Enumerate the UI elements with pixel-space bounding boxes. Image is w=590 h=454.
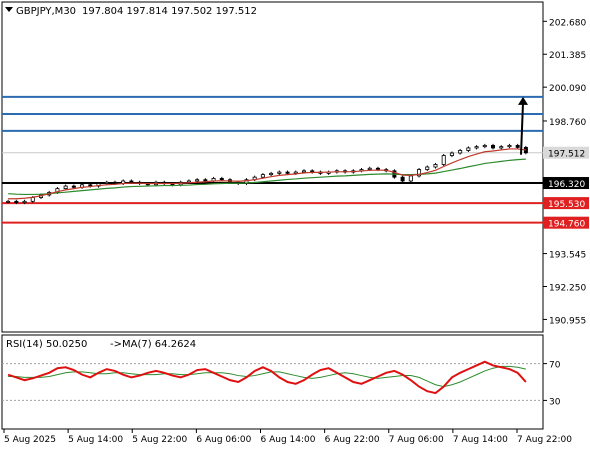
candle-body-52 [433, 164, 438, 168]
time-tick-label-2: 5 Aug 22:00 [132, 435, 187, 445]
price-badge-label-5: 196.320 [548, 180, 585, 190]
candle-body-55 [458, 150, 463, 154]
candle-body-48 [400, 176, 405, 182]
time-tick-label-3: 6 Aug 06:00 [196, 435, 251, 445]
candle-body-24 [203, 179, 208, 182]
time-axis[interactable]: 5 Aug 2025 5 Aug 14:00 5 Aug 22:00 6 Aug 06… [3, 429, 572, 445]
price-axis[interactable]: 202.680 201.385 200.090 198.760 197.512 196.3… [543, 18, 589, 326]
price-badge-4 [543, 146, 589, 159]
time-tick-label-4: 6 Aug 14:00 [261, 435, 316, 445]
projection-arrow-head [518, 96, 528, 105]
candle-body-56 [466, 147, 471, 151]
candle-body-45 [375, 167, 380, 170]
rsi-tick-label-0: 70 [549, 361, 561, 371]
ma-layer [8, 148, 526, 200]
candle-body-7 [63, 185, 68, 190]
candle-body-61 [507, 144, 512, 148]
candle-body-8 [71, 185, 76, 188]
candle-body-26 [219, 178, 224, 181]
price-tick-label-2: 200.090 [549, 84, 586, 94]
price-badge-label-4: 197.512 [548, 150, 585, 160]
rsi-ma-line [8, 365, 526, 388]
candle-body-15 [129, 180, 134, 183]
price-badge-7 [543, 216, 589, 229]
rsi-tick-label-1: 30 [549, 397, 561, 407]
candle-body-54 [449, 152, 454, 156]
price-badge-label-6: 195.530 [548, 200, 585, 210]
rsi-panel-frame [1, 334, 544, 430]
candle-body-36 [301, 170, 306, 173]
price-badge-label-7: 194.760 [548, 220, 585, 230]
price-tick-label-9: 192.250 [549, 284, 586, 294]
candle-body-13 [112, 181, 117, 184]
time-tick-label-8: 7 Aug 22:00 [517, 435, 572, 445]
candle-body-59 [491, 144, 496, 149]
price-badge-5 [543, 177, 589, 190]
symbol-label: GBPJPY,M30 [16, 6, 76, 17]
time-tick-label-5: 6 Aug 22:00 [325, 435, 380, 445]
price-tick-label-10: 190.955 [549, 316, 586, 326]
candle-body-58 [482, 144, 487, 148]
price-tick-label-8: 193.545 [549, 251, 586, 261]
price-tick-label-1: 201.385 [549, 51, 586, 61]
price-tick-label-3: 198.760 [549, 118, 586, 128]
arrow-layer [518, 96, 528, 155]
time-tick-label-6: 7 Aug 06:00 [389, 435, 444, 445]
candle-body-3 [30, 197, 35, 202]
time-tick-label-1: 5 Aug 14:00 [68, 435, 123, 445]
collapse-triangle-icon[interactable] [5, 7, 13, 12]
candle-body-31 [260, 174, 265, 178]
candle-body-22 [186, 180, 191, 183]
time-tick-label-7: 7 Aug 14:00 [453, 435, 508, 445]
rsi-layer: 70 30 [2, 360, 561, 407]
candle-body-2 [22, 200, 27, 203]
ohlc-values: 197.804 197.814 197.502 197.512 [82, 6, 257, 17]
rsi-label: RSI(14) 50.0250 [6, 339, 87, 350]
projection-arrow-shaft [520, 102, 524, 155]
main-panel-frame [1, 1, 544, 333]
candle-body-23 [195, 179, 200, 182]
rsi-line [7, 360, 527, 395]
candle-body-32 [269, 172, 274, 176]
candle-body-44 [367, 167, 372, 170]
ma-slow-line [8, 158, 526, 196]
candle-body-33 [277, 171, 282, 174]
candle-body-1 [14, 200, 19, 203]
candle-body-12 [104, 181, 109, 184]
candle-body-53 [441, 155, 446, 165]
rsi-ma-label: ->MA(7) 64.2624 [110, 339, 196, 350]
candle-body-34 [285, 171, 290, 174]
candle-body-60 [499, 146, 504, 149]
candle-body-0 [6, 200, 11, 203]
candle-body-62 [515, 144, 520, 148]
candle-body-57 [474, 146, 479, 149]
candle-body-50 [417, 169, 422, 177]
ma-fast-line [8, 148, 526, 200]
price-badge-6 [543, 197, 589, 210]
candle-body-51 [425, 166, 430, 170]
price-tick-label-0: 202.680 [549, 18, 586, 28]
candle-body-49 [408, 175, 413, 182]
time-tick-label-0: 5 Aug 2025 [4, 435, 56, 445]
